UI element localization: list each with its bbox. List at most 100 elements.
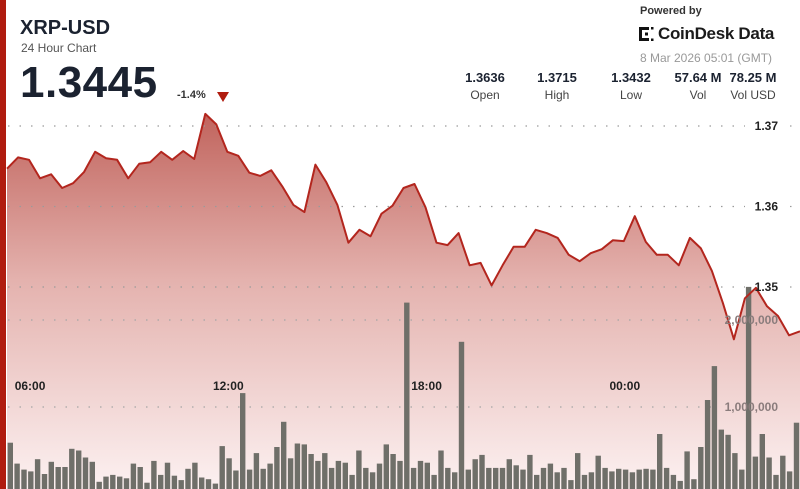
- volume-bar: [739, 469, 745, 489]
- volume-bar: [96, 481, 102, 489]
- volume-bar: [575, 453, 581, 489]
- volume-bar: [117, 476, 123, 489]
- volume-bar: [383, 444, 389, 489]
- volume-bar: [34, 459, 41, 489]
- volume-bar: [130, 463, 137, 489]
- volume-bar: [308, 454, 314, 489]
- volume-bar: [7, 442, 13, 489]
- volume-bar: [178, 480, 184, 489]
- down-arrow-icon: [217, 92, 229, 102]
- volume-bar: [144, 482, 150, 489]
- price-area: [7, 113, 800, 489]
- volume-bar: [766, 457, 772, 489]
- volume-bar: [281, 421, 287, 489]
- volume-bar: [55, 467, 61, 489]
- pair-title: XRP-USD: [20, 17, 111, 39]
- stat-vol: 57.64 M Vol: [663, 70, 733, 102]
- price-line: [6, 112, 800, 341]
- volume-bar: [28, 471, 34, 489]
- volume-bar: [684, 451, 690, 489]
- price-tick-label: 1.37: [755, 119, 779, 133]
- volume-bar: [773, 474, 779, 489]
- volume-bar: [199, 477, 205, 489]
- volume-bar: [486, 467, 492, 489]
- volume-bar: [643, 468, 649, 489]
- volume-bar: [301, 444, 307, 489]
- stat-low: 1.3432 Low: [596, 70, 666, 102]
- volume-bar: [287, 458, 294, 489]
- volume-bar: [793, 422, 800, 489]
- timestamp: 8 Mar 2026 05:01 (GMT): [640, 51, 773, 65]
- time-tick-label: 12:00: [213, 379, 244, 393]
- volume-bar: [376, 463, 383, 489]
- volume-bar: [725, 434, 731, 489]
- volume-bar: [554, 472, 560, 489]
- volume-bar: [732, 453, 738, 489]
- volume-bar: [103, 476, 109, 489]
- volume-bar: [718, 429, 724, 489]
- chart-subtitle: 24 Hour Chart: [21, 41, 97, 55]
- volume-bar: [786, 471, 793, 489]
- volume-bar: [424, 462, 430, 489]
- volume-bar: [404, 302, 410, 489]
- volume-bar: [82, 457, 89, 489]
- volume-bar: [472, 459, 478, 489]
- volume-bar: [513, 465, 519, 489]
- stat-label: Vol USD: [730, 88, 776, 102]
- volume-bar: [691, 479, 697, 489]
- volume-bar: [369, 472, 376, 489]
- volume-bar: [89, 461, 95, 489]
- volume-bar: [267, 463, 273, 489]
- volume-bar: [445, 467, 451, 489]
- volume-bar: [752, 456, 759, 489]
- volume-bar: [568, 480, 574, 489]
- volume-bar: [62, 467, 68, 489]
- volume-bar: [534, 474, 540, 489]
- volume-bar: [588, 472, 595, 489]
- stat-label: Open: [470, 88, 500, 102]
- coindesk-data-logo[interactable]: CoinDesk Data: [638, 24, 774, 44]
- volume-bar: [69, 448, 75, 489]
- volume-bar: [164, 462, 171, 489]
- volume-bar: [219, 446, 225, 489]
- volume-bar: [677, 480, 683, 489]
- price-tick-label: 1.36: [755, 200, 779, 214]
- stat-value: 57.64 M: [674, 70, 722, 85]
- volume-bar: [499, 467, 506, 489]
- volume-bar: [595, 455, 601, 489]
- volume-bar: [171, 475, 178, 489]
- volume-bar: [759, 434, 765, 489]
- volume-bar: [21, 469, 27, 489]
- powered-by-label: Powered by: [640, 5, 702, 17]
- time-tick-label: 00:00: [609, 379, 640, 393]
- volume-bar: [479, 454, 485, 489]
- current-price: 1.3445: [20, 58, 158, 107]
- stat-vol-usd: 78.25 M Vol USD: [718, 70, 788, 102]
- volume-tick-label: 1,000,000: [725, 400, 779, 414]
- price-change: -1.4%: [177, 89, 206, 101]
- volume-bar: [663, 467, 670, 489]
- volume-bar: [246, 469, 253, 489]
- volume-bar: [363, 467, 369, 489]
- volume-bar: [397, 460, 403, 489]
- volume-bar: [506, 459, 512, 489]
- volume-bar: [205, 479, 212, 489]
- volume-bar: [240, 393, 246, 489]
- stat-open: 1.3636 Open: [450, 70, 520, 102]
- volume-bar: [253, 453, 260, 489]
- volume-bar: [670, 474, 677, 489]
- volume-bar: [48, 461, 54, 489]
- volume-bar: [527, 454, 533, 489]
- stat-value: 1.3715: [537, 70, 577, 85]
- stat-high: 1.3715 High: [522, 70, 592, 102]
- volume-bar: [698, 447, 704, 489]
- volume-bar: [349, 474, 355, 489]
- volume-bar: [616, 468, 622, 489]
- volume-bar: [609, 471, 615, 489]
- stat-label: Vol: [689, 88, 707, 102]
- volume-bar: [322, 453, 328, 489]
- volume-bar: [158, 474, 164, 489]
- volume-bar: [465, 469, 471, 489]
- volume-bar: [561, 467, 567, 489]
